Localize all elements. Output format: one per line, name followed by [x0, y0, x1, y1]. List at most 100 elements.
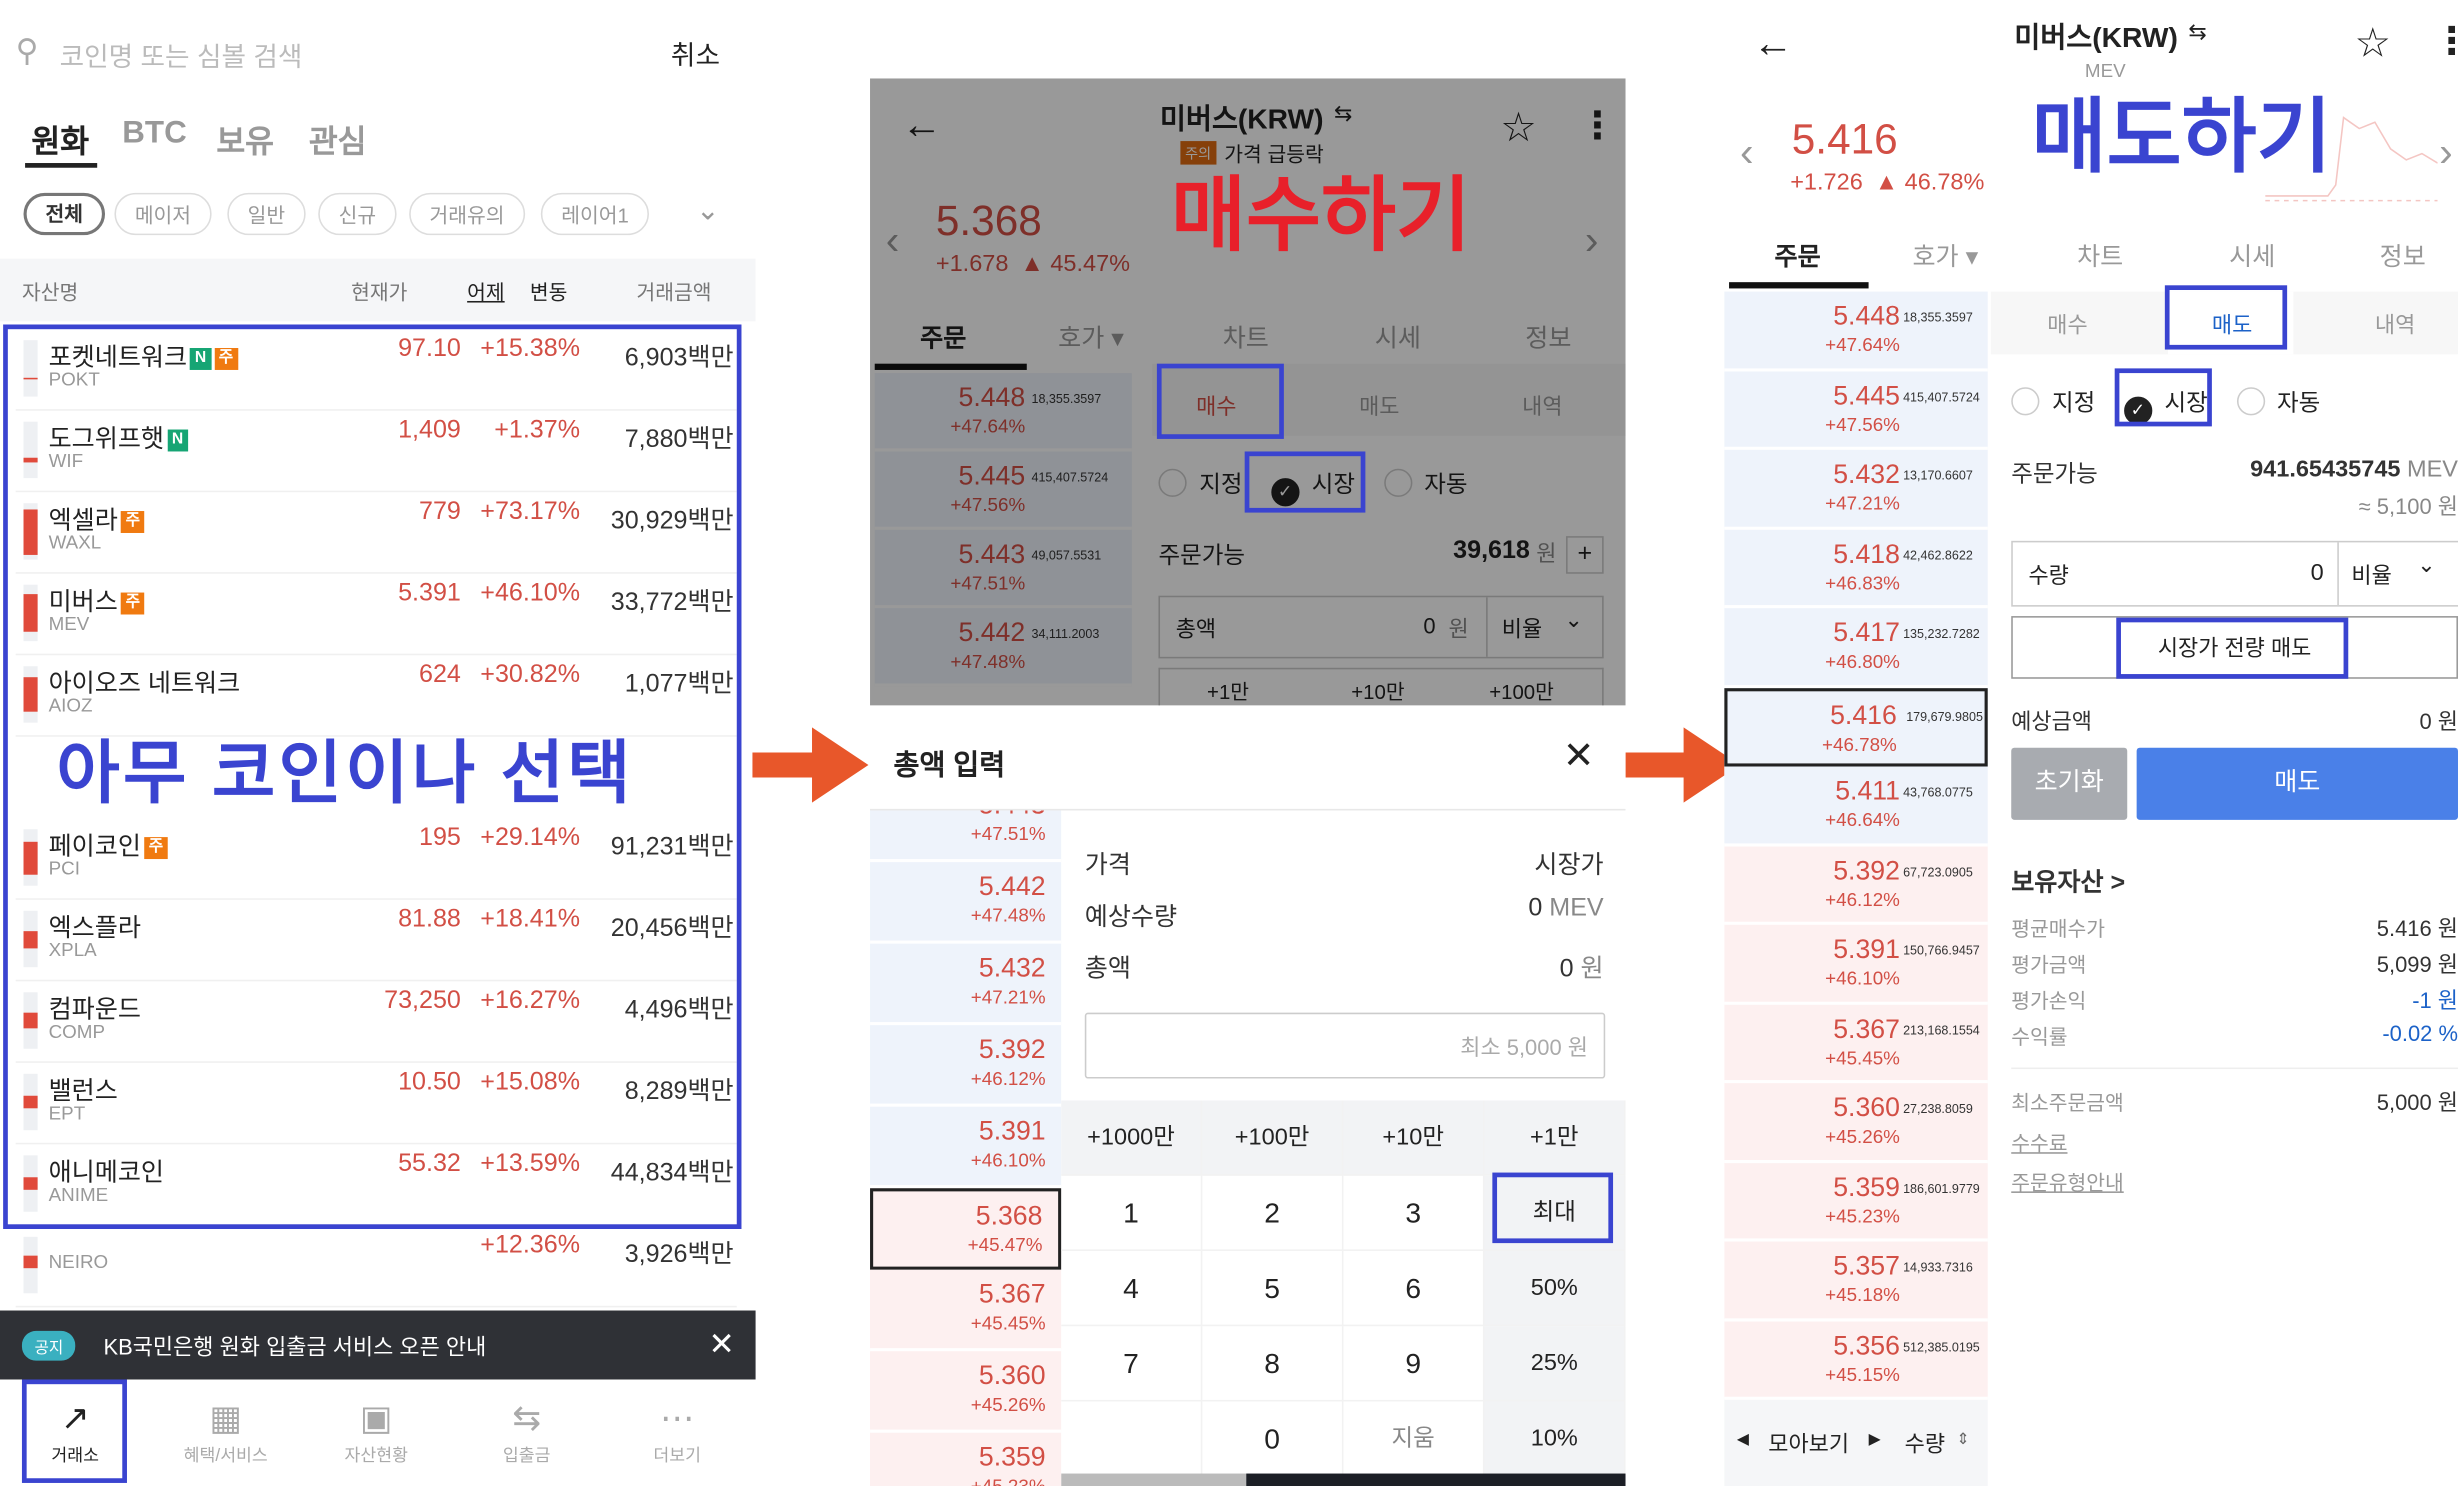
- close-icon[interactable]: ✕: [708, 1327, 735, 1363]
- orderbook-row[interactable]: 5.445 +47.56% 415,407.5724: [874, 451, 1132, 530]
- col-volume[interactable]: 거래금액: [636, 280, 712, 305]
- orderbook-row[interactable]: 5.448 +47.64% 18,355.3597: [874, 373, 1132, 452]
- orderbook-row[interactable]: 5.418 +46.83% 42,462.8622: [1724, 529, 1988, 609]
- coin-row[interactable]: 컴파운드 COMP 73,250 +16.27% 4,496백만: [15, 981, 737, 1063]
- coin-row[interactable]: 도그위프햇 N WIF 1,409 +1.37% 7,880백만: [15, 411, 737, 493]
- keypad-key[interactable]: +1000만: [1061, 1100, 1203, 1176]
- tab-sell[interactable]: 매도: [1359, 393, 1400, 419]
- orderbook-row[interactable]: 5.360 +45.26%: [870, 1351, 1062, 1433]
- col-yesterday[interactable]: 어제: [467, 280, 505, 305]
- orderbook-row[interactable]: 5.368 +45.47%: [870, 1188, 1062, 1270]
- chip-major[interactable]: 메이저: [114, 192, 212, 236]
- chip-layer1[interactable]: 레이어1: [540, 192, 650, 236]
- qty-input[interactable]: 수량 0 비율 ⌄: [2011, 540, 2458, 607]
- orderbook-row[interactable]: 5.442 +47.48% 34,111.2003: [874, 608, 1132, 687]
- nav-chart-trend[interactable]: ↗ 거래소: [0, 1395, 150, 1467]
- keypad-key[interactable]: +1만: [1484, 1100, 1626, 1176]
- tab-0[interactable]: 주문: [1774, 244, 1821, 272]
- back-arrow-icon[interactable]: ←: [1752, 18, 1794, 66]
- tab-2[interactable]: 차트: [1222, 326, 1269, 353]
- chip-general[interactable]: 일반: [227, 192, 306, 236]
- coin-row[interactable]: NEIRO +12.36% 3,926백만: [15, 1226, 737, 1308]
- tab-history[interactable]: 내역: [2374, 311, 2416, 338]
- orderbook-row[interactable]: 5.367 +45.45%: [870, 1269, 1062, 1352]
- orderbook-row[interactable]: 5.432 +47.21% 13,170.6607: [1724, 449, 1988, 530]
- orderbook-row[interactable]: 5.416 +46.78% 179,679.9805: [1724, 687, 1988, 767]
- search-input[interactable]: ⚲ 코인명 또는 심볼 검색: [16, 31, 612, 72]
- tab-sell[interactable]: 매도: [2211, 311, 2253, 338]
- orderbook-row[interactable]: 5.442 +47.48%: [870, 862, 1062, 944]
- coin-row[interactable]: 아이오즈 네트워크 AIOZ 624 +30.82% 1,077백만: [15, 655, 737, 737]
- ratio-dropdown[interactable]: 비율: [1501, 616, 1543, 642]
- tab-btc[interactable]: BTC: [122, 116, 187, 151]
- orderbook-row[interactable]: 5.391 +46.10%: [870, 1106, 1062, 1189]
- more-vertical-icon[interactable]: ⋮: [2433, 19, 2458, 64]
- orderbook-row[interactable]: 5.392 +46.12% 67,723.0905: [1724, 845, 1988, 925]
- quick-10k-button[interactable]: +1만: [1207, 680, 1250, 704]
- orderbook-row[interactable]: 5.367 +45.45% 213,168.1554: [1724, 1004, 1988, 1084]
- notice-bar[interactable]: 공지 KB국민은행 원화 입출금 서비스 오픈 안내 ✕: [0, 1310, 756, 1380]
- tab-4[interactable]: 정보: [1525, 326, 1572, 353]
- tab-history[interactable]: 내역: [1522, 393, 1563, 419]
- tab-buy[interactable]: 매수: [2047, 311, 2088, 338]
- prev-coin-icon[interactable]: ‹: [885, 216, 900, 264]
- ratio-dropdown[interactable]: 비율: [2351, 562, 2392, 588]
- add-funds-button[interactable]: +: [1566, 536, 1604, 574]
- next-icon[interactable]: ▶: [1868, 1431, 1881, 1449]
- keypad-key[interactable]: 지움: [1343, 1401, 1485, 1477]
- prev-coin-icon[interactable]: ‹: [1740, 128, 1754, 176]
- chip-new[interactable]: 신규: [318, 192, 397, 236]
- nav-transfer[interactable]: ⇆ 입출금: [451, 1395, 601, 1467]
- order-type-guide-link[interactable]: 주문유형안내: [2011, 1170, 2124, 1195]
- tab-krw[interactable]: 원화: [31, 125, 90, 160]
- group-view-label[interactable]: 모아보기: [1768, 1431, 1850, 1457]
- coin-row[interactable]: 페이코인 주 PCI 195 +29.14% 91,231백만: [15, 818, 737, 900]
- nav-grid[interactable]: ▦ 혜택/서비스: [150, 1395, 300, 1467]
- tab-buy[interactable]: 매수: [1196, 393, 1237, 419]
- orderbook-row[interactable]: 5.443+47.51%: [870, 810, 1062, 863]
- keypad-key[interactable]: 50%: [1484, 1250, 1626, 1327]
- star-icon[interactable]: ☆: [2354, 18, 2392, 66]
- coin-row[interactable]: 엑셀라 주 WAXL 779 +73.17% 30,929백만: [15, 492, 737, 574]
- radio-market[interactable]: ✓ 시장: [2123, 390, 2208, 425]
- quick-100k-button[interactable]: +10만: [1351, 680, 1405, 704]
- reset-button[interactable]: 초기화: [2011, 747, 2128, 820]
- keypad-key[interactable]: 3: [1343, 1175, 1485, 1251]
- more-vertical-icon[interactable]: ⋮: [1578, 105, 1617, 148]
- swap-icon[interactable]: ⇆: [1334, 100, 1353, 126]
- coin-row[interactable]: 포켓네트워크 N 주 POKT 97.10 +15.38% 6,903백만: [15, 329, 737, 411]
- sell-button[interactable]: 매도: [2136, 747, 2458, 820]
- nav-wallet[interactable]: ▣ 자산현황: [301, 1395, 451, 1467]
- notice-text[interactable]: KB국민은행 원화 입출금 서비스 오픈 안내: [103, 1334, 487, 1360]
- orderbook-row[interactable]: 5.392 +46.12%: [870, 1025, 1062, 1107]
- star-icon[interactable]: ☆: [1500, 103, 1537, 151]
- fee-link[interactable]: 수수료: [2011, 1131, 2068, 1156]
- keypad-key[interactable]: 1: [1061, 1175, 1203, 1251]
- tab-3[interactable]: 시세: [2229, 244, 2276, 272]
- tab-0[interactable]: 주문: [920, 326, 967, 353]
- chip-caution[interactable]: 거래유의: [409, 192, 525, 236]
- total-input[interactable]: 총액 0 원 비율 ⌄: [1158, 595, 1604, 659]
- keypad-key[interactable]: 10%: [1484, 1401, 1626, 1477]
- keypad-key[interactable]: 2: [1202, 1175, 1344, 1251]
- chip-all[interactable]: 전체: [23, 192, 105, 236]
- scrollbar[interactable]: [1061, 1473, 1247, 1486]
- qty-sort-label[interactable]: 수량: [1904, 1431, 1946, 1457]
- coin-row[interactable]: 미버스 주 MEV 5.391 +46.10% 33,772백만: [15, 574, 737, 656]
- amount-input[interactable]: 최소 5,000 원: [1084, 1012, 1606, 1079]
- orderbook-row[interactable]: 5.359 +45.23%: [870, 1432, 1062, 1486]
- keypad-key[interactable]: 0: [1202, 1401, 1344, 1477]
- orderbook-row[interactable]: 5.357 +45.18% 14,933.7316: [1724, 1241, 1988, 1321]
- swap-icon[interactable]: ⇆: [2188, 18, 2207, 44]
- keypad-key[interactable]: 9: [1343, 1326, 1485, 1402]
- radio-market[interactable]: ✓ 시장: [1270, 472, 1355, 507]
- keypad-key[interactable]: 4: [1061, 1250, 1203, 1327]
- tab-1[interactable]: 호가 ▾: [1058, 326, 1124, 353]
- keypad-key[interactable]: 5: [1202, 1250, 1344, 1327]
- orderbook-row[interactable]: 5.448 +47.64% 18,355.3597: [1724, 291, 1988, 371]
- col-change[interactable]: 변동: [529, 280, 568, 305]
- chevron-down-icon[interactable]: ⌄: [696, 194, 720, 226]
- tab-holdings[interactable]: 보유: [216, 125, 275, 160]
- tab-1[interactable]: 호가 ▾: [1912, 244, 1979, 272]
- nav-more[interactable]: ⋯ 더보기: [602, 1395, 752, 1467]
